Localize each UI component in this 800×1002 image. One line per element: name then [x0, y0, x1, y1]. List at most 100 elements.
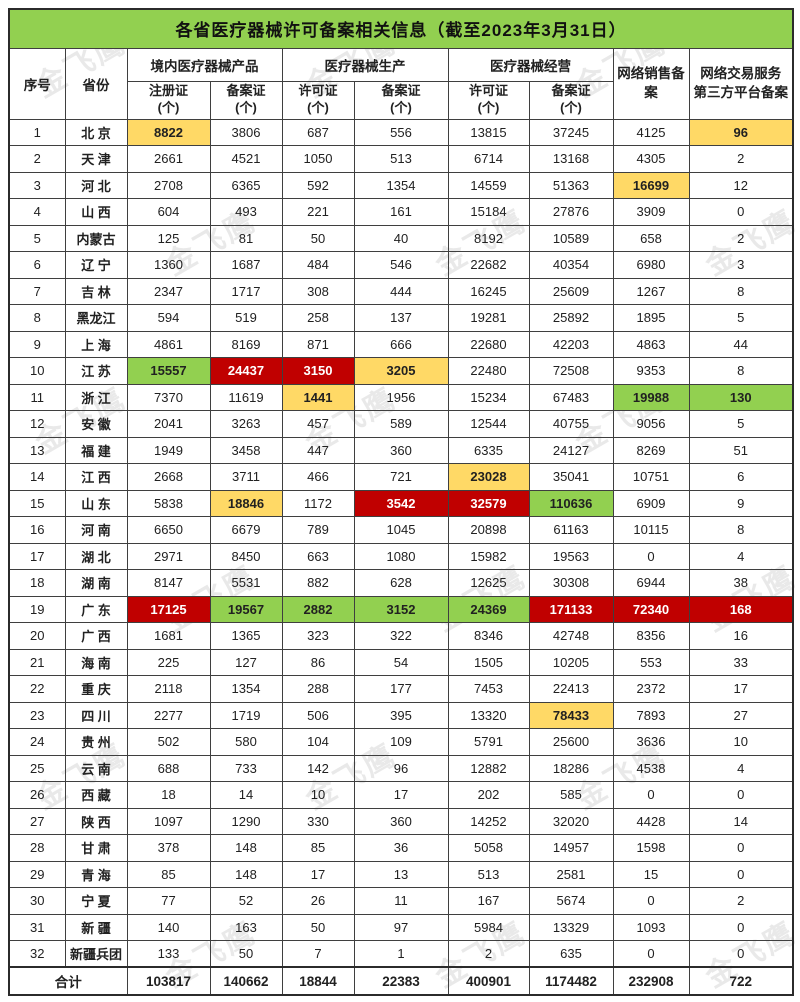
province-name: 新疆兵团 — [64, 940, 128, 968]
value-cell: 7453 — [447, 675, 530, 703]
value-cell: 322 — [353, 622, 449, 650]
value-cell: 130 — [688, 383, 794, 411]
col-header-online-sales: 网络销售备案 — [612, 47, 690, 120]
value-cell: 1267 — [612, 277, 690, 305]
value-cell: 3542 — [353, 489, 449, 517]
value-cell: 25892 — [528, 304, 614, 332]
province-name: 贵 州 — [64, 728, 128, 756]
sub-header-label: 注册证 — [148, 83, 188, 99]
value-cell: 52 — [209, 887, 283, 915]
value-cell: 9056 — [612, 410, 690, 438]
title-row: 各省医疗器械许可备案相关信息（截至2023年3月31日） — [8, 8, 794, 49]
value-cell: 13815 — [447, 118, 530, 146]
value-cell: 395 — [353, 701, 449, 729]
value-cell: 2708 — [126, 171, 211, 199]
value-cell: 168 — [688, 595, 794, 623]
value-cell: 635 — [528, 940, 614, 968]
value-cell: 3806 — [209, 118, 283, 146]
sub-header-label: 许可证 — [468, 83, 508, 99]
value-cell: 40354 — [528, 251, 614, 279]
row-index: 13 — [8, 436, 66, 464]
value-cell: 3711 — [209, 463, 283, 491]
province-name: 重 庆 — [64, 675, 128, 703]
value-cell: 4125 — [612, 118, 690, 146]
table-row: 10 江 苏 15557 24437 3150 3205 22480 72508 9353 8 — [8, 357, 794, 385]
value-cell: 3909 — [612, 198, 690, 226]
table-row: 21 海 南 225 127 86 54 1505 10205 553 33 — [8, 648, 794, 676]
value-cell: 4521 — [209, 145, 283, 173]
value-cell: 16 — [688, 622, 794, 650]
value-cell: 5838 — [126, 489, 211, 517]
value-cell: 33 — [688, 648, 794, 676]
value-cell: 171133 — [528, 595, 614, 623]
value-cell: 594 — [126, 304, 211, 332]
row-index: 27 — [8, 807, 66, 835]
table-row: 18 湖 南 8147 5531 882 628 12625 30308 6944 38 — [8, 569, 794, 597]
col-group-production: 医疗器械生产 — [281, 47, 449, 82]
value-cell: 96 — [353, 754, 449, 782]
province-name: 上 海 — [64, 330, 128, 358]
value-cell: 378 — [126, 834, 211, 862]
value-cell: 35041 — [528, 463, 614, 491]
value-cell: 9 — [688, 489, 794, 517]
value-cell: 32579 — [447, 489, 530, 517]
province-name: 黑龙江 — [64, 304, 128, 332]
value-cell: 19563 — [528, 542, 614, 570]
value-cell: 4 — [688, 542, 794, 570]
row-index: 11 — [8, 383, 66, 411]
value-cell: 8356 — [612, 622, 690, 650]
table-row: 12 安 徽 2041 3263 457 589 12544 40755 9056 5 — [8, 410, 794, 438]
value-cell: 2118 — [126, 675, 211, 703]
value-cell: 27876 — [528, 198, 614, 226]
value-cell: 86 — [281, 648, 355, 676]
sub-header-unit: (个) — [307, 100, 329, 115]
table-row: 29 青 海 85 148 17 13 513 2581 15 0 — [8, 860, 794, 888]
value-cell: 38 — [688, 569, 794, 597]
value-cell: 6909 — [612, 489, 690, 517]
table-row: 27 陕 西 1097 1290 330 360 14252 32020 4428 14 — [8, 807, 794, 835]
value-cell: 137 — [353, 304, 449, 332]
table-row: 17 湖 北 2971 8450 663 1080 15982 19563 0 4 — [8, 542, 794, 570]
value-cell: 61163 — [528, 516, 614, 544]
sub-header-unit: (个) — [477, 100, 500, 115]
value-cell: 1598 — [612, 834, 690, 862]
value-cell: 589 — [353, 410, 449, 438]
col-group-domestic-products: 境内医疗器械产品 — [126, 47, 283, 82]
value-cell: 1093 — [612, 913, 690, 941]
value-cell: 11 — [353, 887, 449, 915]
table-row: 24 贵 州 502 580 104 109 5791 25600 3636 10 — [8, 728, 794, 756]
table-row: 25 云 南 688 733 142 96 12882 18286 4538 4 — [8, 754, 794, 782]
value-cell: 25600 — [528, 728, 614, 756]
value-cell: 3152 — [353, 595, 449, 623]
value-cell: 10205 — [528, 648, 614, 676]
value-cell: 78433 — [528, 701, 614, 729]
sub-header-label: 备案证 — [551, 83, 591, 99]
value-cell: 1290 — [209, 807, 283, 835]
value-cell: 258 — [281, 304, 355, 332]
value-cell: 1172 — [281, 489, 355, 517]
value-cell: 733 — [209, 754, 283, 782]
value-cell: 22682 — [447, 251, 530, 279]
sub-header-unit: (个) — [390, 100, 412, 115]
value-cell: 163 — [209, 913, 283, 941]
value-cell: 148 — [209, 860, 283, 888]
row-index: 6 — [8, 251, 66, 279]
total-value-cell: 1174482 — [528, 966, 614, 996]
value-cell: 546 — [353, 251, 449, 279]
value-cell: 22680 — [447, 330, 530, 358]
value-cell: 882 — [281, 569, 355, 597]
value-cell: 5 — [688, 410, 794, 438]
value-cell: 5058 — [447, 834, 530, 862]
table-row: 28 甘 肃 378 148 85 36 5058 14957 1598 0 — [8, 834, 794, 862]
province-name: 内蒙古 — [64, 224, 128, 252]
value-cell: 14957 — [528, 834, 614, 862]
province-name: 陕 西 — [64, 807, 128, 835]
value-cell: 27 — [688, 701, 794, 729]
value-cell: 51 — [688, 436, 794, 464]
value-cell: 24369 — [447, 595, 530, 623]
value-cell: 6 — [688, 463, 794, 491]
value-cell: 5 — [688, 304, 794, 332]
value-cell: 1 — [353, 940, 449, 968]
value-cell: 8 — [688, 516, 794, 544]
